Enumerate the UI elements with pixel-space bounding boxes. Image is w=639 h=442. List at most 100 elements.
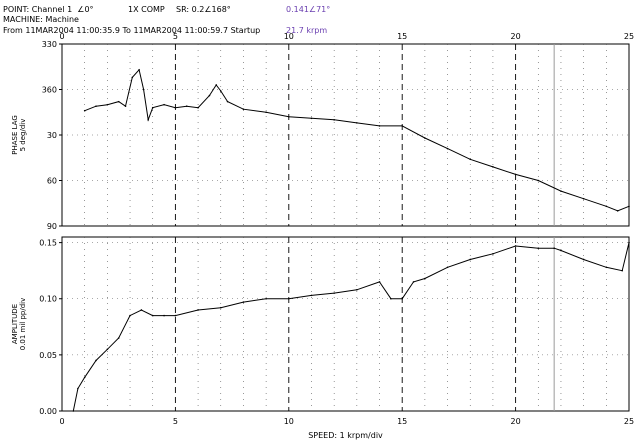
phase-y-tick-label: 360: [42, 86, 57, 95]
amplitude-data-point: [265, 297, 267, 300]
sr-value: 0.2∠168°: [191, 5, 231, 14]
phase-data-point: [424, 137, 426, 139]
phase-data-point: [628, 205, 630, 208]
phase-data-point: [138, 68, 140, 71]
phase-data-point: [117, 100, 120, 103]
sr-line: SR: 0.2∠168°: [176, 5, 231, 14]
phase-y-tick-label: 60: [47, 177, 57, 186]
phase-data-point: [124, 105, 127, 107]
top-x-tick-label: 5: [173, 32, 178, 41]
phase-data-point: [185, 105, 188, 107]
phase-data-point: [401, 125, 404, 127]
phase-data-point: [333, 119, 335, 121]
phase-data-point: [208, 94, 211, 97]
amplitude-data-point: [492, 253, 494, 255]
phase-data-point: [95, 105, 97, 107]
phase-data-point: [356, 122, 358, 124]
machine-line: MACHINE: Machine: [3, 15, 79, 24]
top-x-tick-label: 0: [59, 32, 64, 41]
amplitude-panel: [59, 236, 630, 412]
time-range: From 11MAR2004 11:00:35.9 To 11MAR2004 1…: [3, 26, 261, 35]
amplitude-data-point: [151, 314, 154, 317]
phase-y-tick-label: 30: [47, 131, 57, 140]
amplitude-y-tick-label: 0.15: [39, 239, 57, 248]
angle-ref: ∠0°: [77, 5, 94, 14]
machine-label: MACHINE:: [3, 15, 43, 24]
top-x-tick-label: 10: [284, 32, 294, 41]
amplitude-data-point: [514, 245, 517, 247]
phase-data-point: [219, 90, 222, 92]
amplitude-data-point: [140, 309, 143, 311]
phase-data-point: [106, 103, 109, 106]
phase-data-point: [514, 173, 517, 176]
phase-data-point: [288, 116, 290, 118]
amplitude-data-point: [95, 359, 97, 362]
phase-data-point: [147, 119, 149, 121]
top-x-tick-label: 15: [397, 32, 407, 41]
amplitude-trace: [72, 242, 630, 412]
amplitude-data-point: [553, 247, 555, 250]
bottom-x-tick-label: 10: [284, 417, 294, 426]
phase-data-point: [265, 111, 267, 114]
amplitude-data-point: [242, 301, 245, 303]
amplitude-data-point: [582, 258, 585, 261]
phase-data-point: [197, 106, 199, 109]
amplitude-y-tick-label: 0.10: [39, 295, 57, 304]
amplitude-y-tick-label: 0.05: [39, 351, 57, 360]
point-line: POINT: Channel 1 ∠0°: [3, 5, 94, 14]
amplitude-data-point: [83, 376, 86, 379]
amplitude-data-point: [605, 266, 608, 269]
amplitude-data-point: [106, 348, 109, 351]
phase-data-point: [83, 109, 86, 112]
bottom-x-tick-label: 25: [624, 417, 634, 426]
phase-data-point: [151, 106, 154, 109]
amplitude-frame: [61, 236, 630, 412]
amplitude-data-point: [356, 288, 358, 291]
phase-panel: [59, 43, 630, 227]
machine-value: Machine: [45, 15, 79, 24]
bottom-x-tick-label: 5: [173, 417, 178, 426]
amplitude-data-point: [401, 297, 404, 300]
phase-data-point: [242, 108, 245, 111]
amplitude-data-point: [163, 314, 165, 317]
phase-data-point: [174, 106, 177, 109]
amplitude-data-point: [174, 314, 177, 317]
phase-y-axis-unit: 5 deg/div: [19, 119, 27, 152]
phase-data-point: [378, 125, 381, 127]
phase-data-point: [215, 84, 218, 86]
amplitude-y-tick-label: 0.00: [39, 407, 57, 416]
bottom-x-tick-label: 20: [511, 417, 521, 426]
amplitude-data-point: [621, 269, 623, 272]
phase-data-point: [560, 190, 562, 192]
phase-y-axis-label: PHASE LAG: [11, 115, 19, 155]
amplitude-data-point: [77, 387, 79, 390]
point-value: Channel 1: [31, 5, 73, 14]
phase-data-point: [582, 197, 585, 200]
amplitude-data-point: [390, 297, 392, 300]
amplitude-data-point: [424, 277, 426, 280]
point-label: POINT:: [3, 5, 30, 14]
amplitude-data-point: [333, 292, 335, 294]
amplitude-data-point: [288, 297, 290, 300]
amplitude-data-point: [117, 337, 120, 339]
amplitude-data-point: [446, 266, 449, 269]
amplitude-y-axis-unit: 0.01 mil pp/div: [19, 298, 27, 351]
mode-text: 1X COMP: [128, 5, 165, 14]
amplitude-data-point: [537, 247, 540, 250]
phase-data-point: [163, 103, 165, 106]
amplitude-y-axis-label: AMPLITUDE: [11, 304, 19, 344]
top-x-tick-label: 20: [511, 32, 521, 41]
bottom-x-tick-label: 15: [397, 417, 407, 426]
x-axis-label: SPEED: 1 krpm/div: [308, 431, 383, 440]
cursor-readout: 0.141∠71°: [286, 5, 331, 14]
phase-data-point: [446, 147, 449, 150]
phase-data-point: [310, 117, 313, 120]
top-x-tick-label: 25: [624, 32, 634, 41]
speed-readout: 21.7 krpm: [286, 26, 328, 35]
amplitude-data-point: [310, 294, 313, 297]
sr-label: SR:: [176, 5, 190, 14]
phase-data-point: [131, 76, 134, 79]
phase-data-point: [492, 166, 494, 168]
amplitude-data-point: [129, 314, 131, 317]
